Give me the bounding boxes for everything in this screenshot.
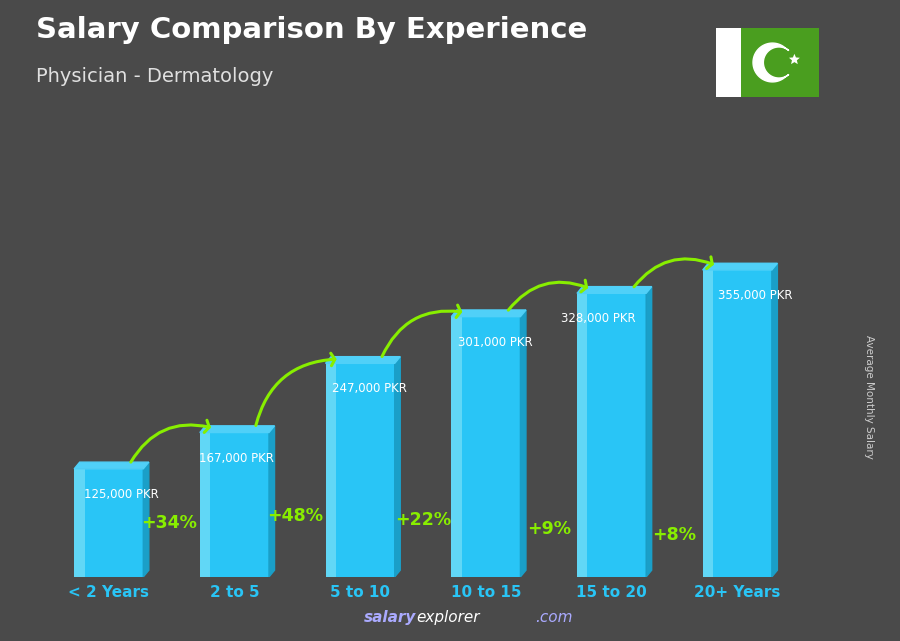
Bar xyxy=(326,363,336,577)
Text: 125,000 PKR: 125,000 PKR xyxy=(84,488,158,501)
Text: .com: .com xyxy=(536,610,573,625)
Polygon shape xyxy=(74,462,148,469)
Polygon shape xyxy=(451,310,526,317)
Bar xyxy=(716,28,742,97)
Text: +22%: +22% xyxy=(395,512,451,529)
Text: 355,000 PKR: 355,000 PKR xyxy=(718,289,793,302)
Text: Salary Comparison By Experience: Salary Comparison By Experience xyxy=(36,16,587,44)
Text: salary: salary xyxy=(364,610,416,625)
Polygon shape xyxy=(269,426,274,577)
Bar xyxy=(742,28,819,97)
Polygon shape xyxy=(703,263,778,270)
Text: 328,000 PKR: 328,000 PKR xyxy=(562,312,636,326)
Bar xyxy=(451,317,462,577)
Polygon shape xyxy=(753,43,789,82)
Bar xyxy=(577,294,646,577)
Polygon shape xyxy=(326,356,400,363)
Bar xyxy=(703,270,713,577)
Polygon shape xyxy=(789,54,800,64)
Bar xyxy=(577,294,588,577)
Text: Physician - Dermatology: Physician - Dermatology xyxy=(36,67,274,87)
Text: Average Monthly Salary: Average Monthly Salary xyxy=(863,335,874,460)
Bar xyxy=(451,317,520,577)
Polygon shape xyxy=(577,287,652,294)
Bar xyxy=(74,469,85,577)
Polygon shape xyxy=(646,287,652,577)
Text: +9%: +9% xyxy=(526,520,571,538)
Bar xyxy=(703,270,772,577)
Text: 301,000 PKR: 301,000 PKR xyxy=(458,336,533,349)
Text: 247,000 PKR: 247,000 PKR xyxy=(332,383,408,395)
Text: explorer: explorer xyxy=(416,610,480,625)
Text: +34%: +34% xyxy=(141,514,197,532)
Polygon shape xyxy=(772,263,778,577)
Text: +8%: +8% xyxy=(652,526,697,544)
Polygon shape xyxy=(200,426,274,433)
Polygon shape xyxy=(520,310,526,577)
Polygon shape xyxy=(143,462,148,577)
Bar xyxy=(326,363,395,577)
Bar xyxy=(74,469,143,577)
Text: +48%: +48% xyxy=(266,507,323,525)
Polygon shape xyxy=(395,356,400,577)
Bar xyxy=(200,433,269,577)
Bar xyxy=(200,433,211,577)
Text: 167,000 PKR: 167,000 PKR xyxy=(199,451,274,465)
